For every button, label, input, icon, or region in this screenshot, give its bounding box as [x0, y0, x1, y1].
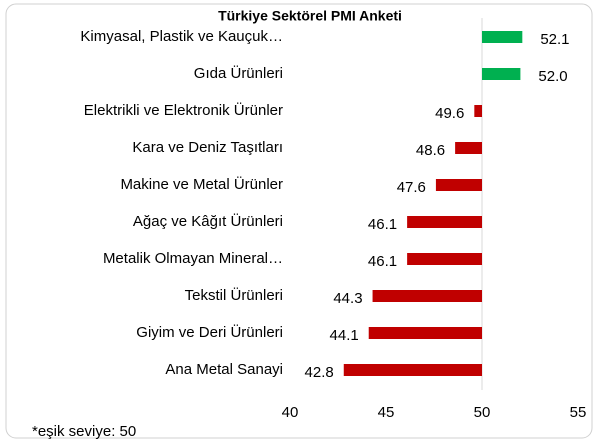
chart-border	[5, 3, 593, 439]
y-tick-label: Tekstil Ürünleri	[185, 286, 283, 304]
y-tick-label: Giyim ve Deri Ürünleri	[136, 323, 283, 341]
y-tick-label: Gıda Ürünleri	[194, 64, 283, 82]
y-tick-label: Kara ve Deniz Taşıtları	[132, 139, 283, 156]
bar	[435, 179, 482, 191]
y-tick-label: Makine ve Metal Ürünler	[120, 175, 283, 193]
annotation: *eşik seviye: 50	[32, 423, 136, 440]
value-label: 49.6	[435, 105, 464, 122]
bar	[343, 364, 482, 376]
value-label: 46.1	[368, 216, 397, 233]
bar	[455, 142, 482, 154]
value-label: 44.3	[333, 290, 362, 307]
bar	[407, 253, 482, 265]
y-tick-label: Elektrikli ve Elektronik Ürünler	[84, 101, 283, 119]
value-label: 48.6	[416, 142, 445, 159]
x-tick-label: 45	[378, 404, 395, 421]
bar	[482, 31, 523, 43]
chart-title: Türkiye Sektörel PMI Anketi	[218, 8, 402, 24]
value-label: 47.6	[397, 179, 426, 196]
bar	[368, 327, 482, 339]
bar	[482, 68, 521, 80]
value-label: 52.0	[538, 68, 567, 85]
value-label: 46.1	[368, 253, 397, 270]
y-tick-label: Metalik Olmayan Mineral…	[103, 250, 283, 267]
y-tick-label: Ağaç ve Kâğıt Ürünleri	[133, 212, 283, 230]
x-tick-label: 50	[474, 404, 491, 421]
value-label: 42.8	[305, 364, 334, 381]
value-label: 52.1	[540, 31, 569, 48]
y-tick-label: Kimyasal, Plastik ve Kauçuk…	[80, 28, 283, 45]
value-label: 44.1	[330, 327, 359, 344]
x-tick-label: 40	[282, 404, 299, 421]
bar	[474, 105, 482, 117]
y-tick-label: Ana Metal Sanayi	[165, 361, 283, 378]
x-tick-label: 55	[570, 404, 587, 421]
bar	[407, 216, 482, 228]
bar	[372, 290, 482, 302]
